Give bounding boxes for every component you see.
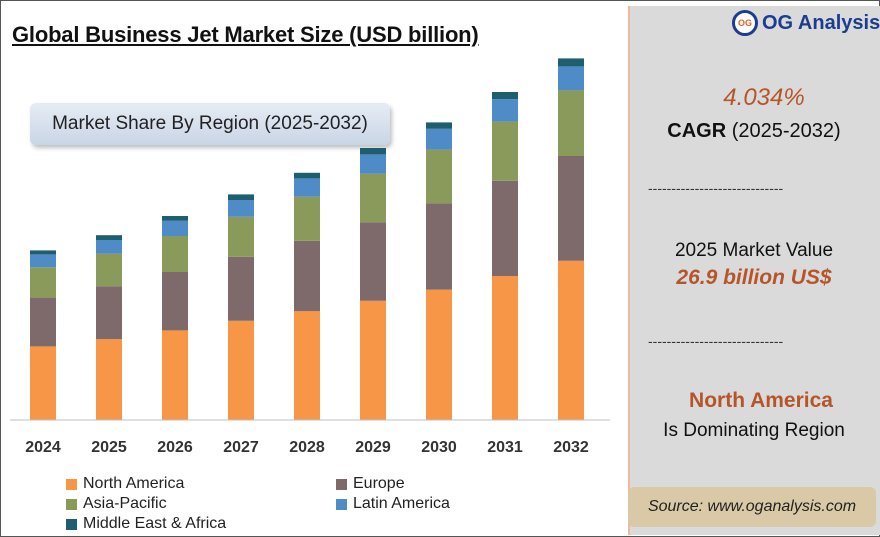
bar-2025-europe [96, 286, 122, 340]
cagr-value: 4.034% [723, 84, 805, 111]
cagr-label-period: (2025-2032) [726, 120, 841, 142]
source-box: Source: www.oganalysis.com [628, 487, 876, 527]
bar-2030-europe [426, 203, 452, 290]
bar-2026-latin-america [162, 220, 188, 236]
bar-2025-north-america [96, 339, 122, 420]
bar-2025-asia-pacific [96, 253, 122, 287]
legend-swatch-middle-east-africa [66, 518, 77, 530]
bar-2031-north-america [492, 276, 518, 420]
bar-2026-middle-east-africa [162, 216, 188, 221]
bar-2030-north-america [426, 289, 452, 420]
dominating-region: North America [689, 389, 833, 412]
bar-2027-middle-east-africa [228, 194, 254, 200]
dominating-region-label: Is Dominating Region [663, 420, 845, 441]
bar-2028-europe [294, 240, 320, 312]
x-tick-2025: 2025 [91, 439, 127, 456]
divider-bottom: ----------------------------- [648, 333, 784, 349]
source-text: Source: www.oganalysis.com [647, 498, 857, 515]
x-tick-2032: 2032 [553, 439, 589, 456]
cagr-label-bold: CAGR [667, 120, 727, 142]
bar-2029-north-america [360, 300, 386, 420]
bar-2030-asia-pacific [426, 149, 452, 204]
x-tick-2026: 2026 [157, 439, 193, 456]
bar-2026-europe [162, 272, 188, 331]
chart-title: Global Business Jet Market Size (USD bil… [12, 22, 479, 47]
bar-2025-middle-east-africa [96, 235, 122, 240]
legend: North America Europe Asia-Pacific Latin … [66, 475, 586, 535]
chart-subtitle: Market Share By Region (2025-2032) [30, 103, 390, 145]
bar-2032-north-america [558, 260, 584, 420]
x-tick-2027: 2027 [223, 439, 259, 456]
legend-item-middle-east-africa: Middle East & Africa [66, 515, 226, 533]
bar-2027-latin-america [228, 200, 254, 217]
bar-2032-latin-america [558, 66, 584, 91]
legend-item-latin-america: Latin America [336, 495, 450, 513]
cagr-label: CAGR (2025-2032) [629, 120, 879, 143]
x-tick-2031: 2031 [487, 439, 523, 456]
summary-panel [628, 6, 880, 535]
bar-2029-europe [360, 222, 386, 301]
bar-2025-latin-america [96, 240, 122, 254]
stacked-bar-chart: 2024 2025 2026 2027 2028 2029 2030 2031 2032 [10, 58, 610, 456]
bar-2028-latin-america [294, 178, 320, 197]
bar-2030-middle-east-africa [426, 122, 452, 129]
bar-2026-north-america [162, 330, 188, 420]
logo-icon: OG [732, 10, 758, 36]
bar-2028-middle-east-africa [294, 172, 320, 179]
x-tick-2024: 2024 [25, 439, 61, 456]
bar-2027-europe [228, 256, 254, 321]
bar-2024-north-america [30, 346, 56, 420]
bar-2029-asia-pacific [360, 173, 386, 223]
bar-2029-latin-america [360, 154, 386, 174]
bar-2030-latin-america [426, 128, 452, 150]
legend-label-asia-pacific: Asia-Pacific [83, 495, 167, 512]
legend-item-north-america: North America [66, 475, 184, 493]
legend-label-middle-east-africa: Middle East & Africa [83, 515, 227, 532]
bar-2032-middle-east-africa [558, 58, 584, 67]
legend-swatch-europe [336, 478, 347, 490]
bar-2027-north-america [228, 320, 254, 420]
market-value-label: 2025 Market Value [674, 240, 834, 261]
x-tick-2030: 2030 [421, 439, 457, 456]
legend-label-north-america: North America [83, 475, 185, 492]
x-tick-2028: 2028 [289, 439, 325, 456]
x-tick-labels: 2024 2025 2026 2027 2028 2029 2030 2031 2032 [25, 439, 589, 456]
og-analysis-logo: OG OG Analysis [732, 10, 880, 36]
bar-2028-asia-pacific [294, 196, 320, 241]
logo-text: OG Analysis [762, 11, 880, 34]
market-value: 26.9 billion US$ [676, 266, 832, 289]
bar-2024-asia-pacific [30, 267, 56, 298]
bar-2032-europe [558, 156, 584, 261]
logo-badge-text: OG [737, 18, 752, 28]
bar-2031-middle-east-africa [492, 92, 518, 100]
bar-2028-north-america [294, 311, 320, 420]
legend-swatch-north-america [66, 478, 77, 490]
bar-2027-asia-pacific [228, 216, 254, 257]
legend-label-latin-america: Latin America [353, 495, 450, 512]
x-tick-2029: 2029 [355, 439, 391, 456]
bar-2024-latin-america [30, 254, 56, 268]
bar-2031-europe [492, 180, 518, 276]
legend-swatch-latin-america [336, 498, 347, 510]
chart-subtitle-text: Market Share By Region (2025-2032) [52, 113, 368, 134]
bar-2024-europe [30, 297, 56, 347]
legend-label-europe: Europe [353, 475, 405, 492]
legend-item-europe: Europe [336, 475, 405, 493]
bars-group [30, 58, 584, 420]
legend-item-asia-pacific: Asia-Pacific [66, 495, 167, 513]
bar-2026-asia-pacific [162, 236, 188, 272]
bar-2032-asia-pacific [558, 90, 584, 156]
bar-2031-latin-america [492, 99, 518, 122]
bar-2029-middle-east-africa [360, 148, 386, 155]
bar-2031-asia-pacific [492, 121, 518, 181]
bar-2024-middle-east-africa [30, 250, 56, 255]
legend-swatch-asia-pacific [66, 498, 77, 510]
divider-top: ----------------------------- [648, 180, 784, 196]
